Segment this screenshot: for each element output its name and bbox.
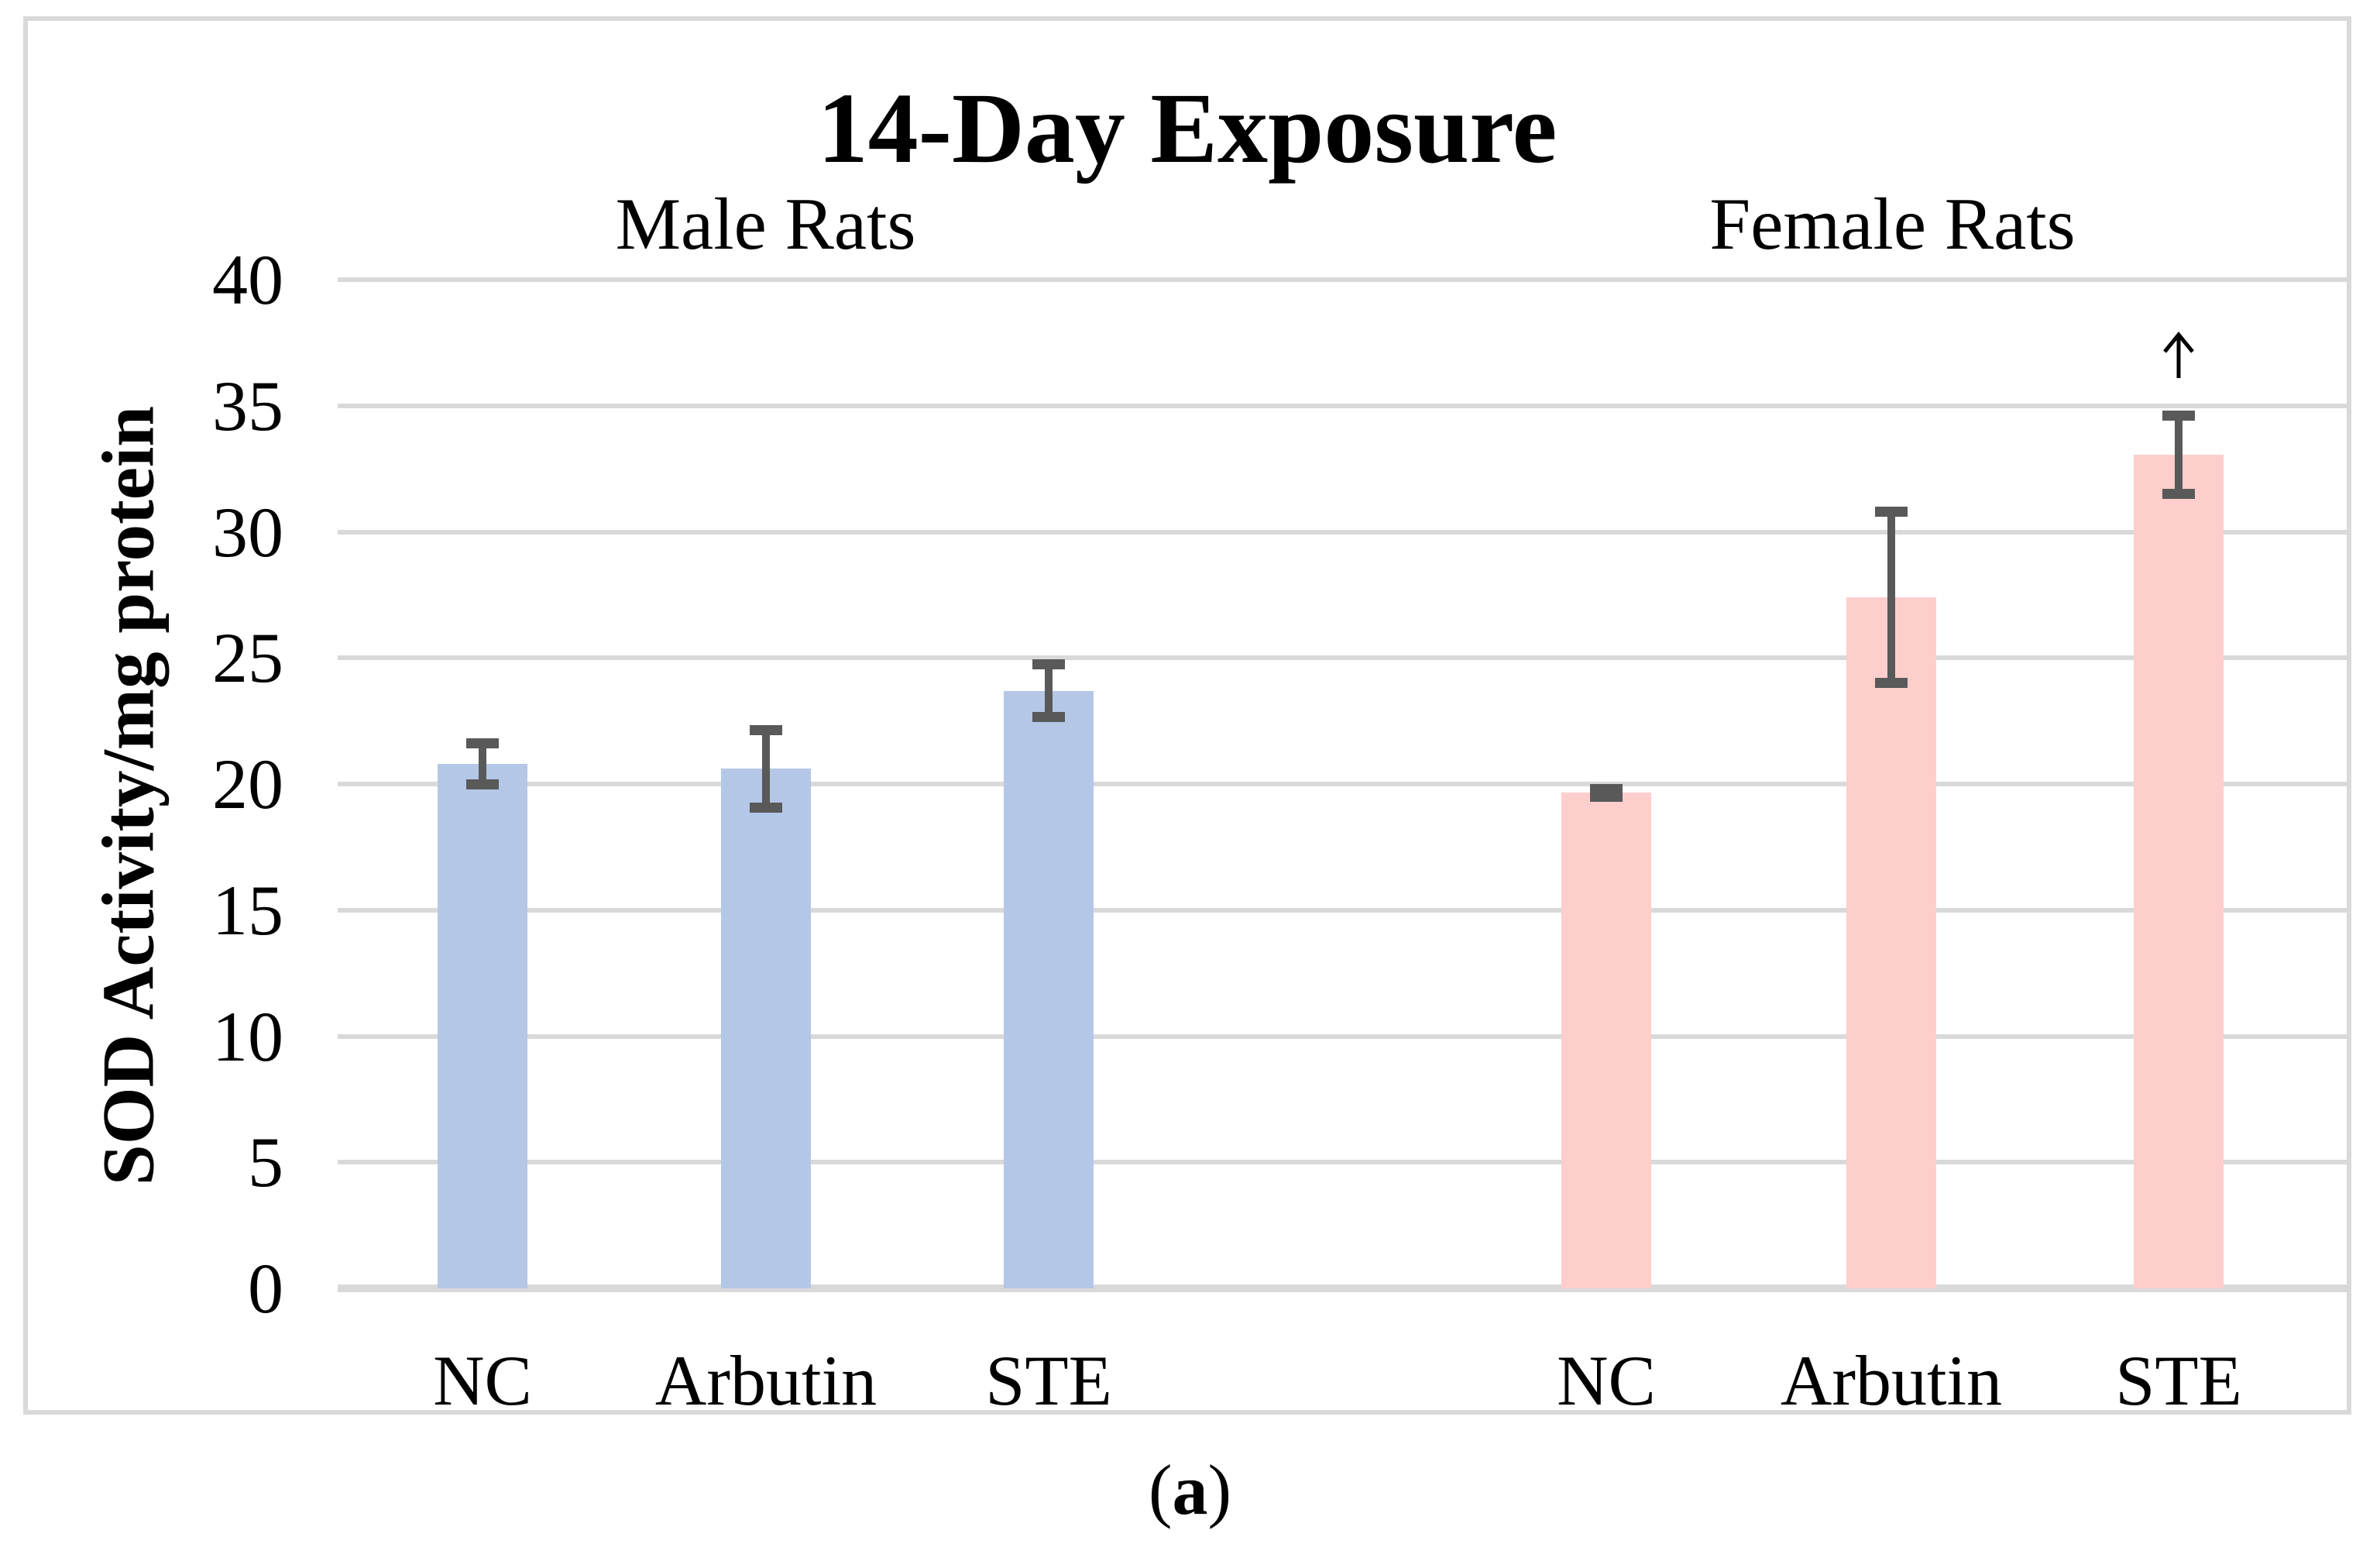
error-cap-top-male-ste xyxy=(1032,659,1065,669)
gridline-10 xyxy=(338,1033,2347,1039)
error-cap-top-male-arbutin xyxy=(750,724,782,735)
error-bar-male-arbutin xyxy=(762,724,770,813)
error-bar-male-ste xyxy=(1045,659,1053,723)
plot-area xyxy=(338,277,2347,1292)
x-category-label-male-nc: NC xyxy=(433,1341,532,1420)
error-cap-top-female-nc xyxy=(1590,784,1623,794)
figure-caption: (a) xyxy=(0,1454,2380,1525)
x-category-label-female-nc: NC xyxy=(1557,1341,1656,1420)
bar-male-ste xyxy=(1004,690,1094,1288)
error-cap-bottom-male-ste xyxy=(1032,712,1065,723)
error-cap-bottom-male-arbutin xyxy=(750,803,782,813)
x-category-label-female-arbutin: Arbutin xyxy=(1780,1341,2003,1420)
chart-frame: 14-Day Exposure Male Rats Female Rats SOD… xyxy=(23,16,2351,1420)
group-header-female-rats: Female Rats xyxy=(1709,183,2076,265)
y-tick-label-10: 10 xyxy=(212,996,283,1076)
chart-title: 14-Day Exposure xyxy=(817,73,1557,184)
error-cap-bottom-female-nc xyxy=(1590,791,1623,802)
bar-male-arbutin xyxy=(721,769,811,1288)
y-tick-label-0: 0 xyxy=(248,1249,283,1328)
error-cap-top-female-arbutin xyxy=(1875,506,1908,517)
error-cap-top-male-nc xyxy=(466,738,499,749)
gridline-5 xyxy=(338,1160,2347,1165)
gridline-30 xyxy=(338,529,2347,535)
error-cap-top-female-ste xyxy=(2162,411,2195,421)
error-bar-female-ste xyxy=(2175,411,2183,500)
error-cap-bottom-male-nc xyxy=(466,779,499,789)
caption-letter: a xyxy=(1172,1450,1208,1529)
x-axis-line xyxy=(338,1284,2347,1292)
error-bar-male-nc xyxy=(479,738,486,789)
y-tick-label-40: 40 xyxy=(212,240,283,319)
bar-female-nc xyxy=(1561,793,1651,1288)
gridline-35 xyxy=(338,403,2347,408)
significance-up-arrow-icon xyxy=(2160,332,2197,383)
x-category-label-male-arbutin: Arbutin xyxy=(654,1341,877,1420)
gridline-25 xyxy=(338,655,2347,661)
gridline-40 xyxy=(338,277,2347,282)
x-category-label-female-ste: STE xyxy=(2115,1341,2242,1420)
bar-female-arbutin xyxy=(1846,597,1936,1288)
gridline-20 xyxy=(338,782,2347,786)
caption-close-paren: ) xyxy=(1207,1450,1232,1529)
bar-female-ste xyxy=(2134,455,2224,1288)
y-tick-label-5: 5 xyxy=(248,1123,283,1202)
gridline-15 xyxy=(338,907,2347,913)
y-tick-label-15: 15 xyxy=(212,870,283,950)
error-cap-bottom-female-arbutin xyxy=(1875,678,1908,689)
caption-open-paren: ( xyxy=(1148,1450,1173,1529)
y-tick-label-30: 30 xyxy=(212,492,283,572)
error-cap-bottom-female-ste xyxy=(2162,489,2195,500)
y-tick-label-35: 35 xyxy=(212,366,283,445)
y-tick-label-20: 20 xyxy=(212,744,283,824)
group-header-male-rats: Male Rats xyxy=(615,183,916,265)
x-category-label-male-ste: STE xyxy=(985,1341,1112,1420)
bar-male-nc xyxy=(438,763,527,1288)
error-bar-female-arbutin xyxy=(1887,506,1895,689)
y-tick-label-25: 25 xyxy=(212,618,283,698)
